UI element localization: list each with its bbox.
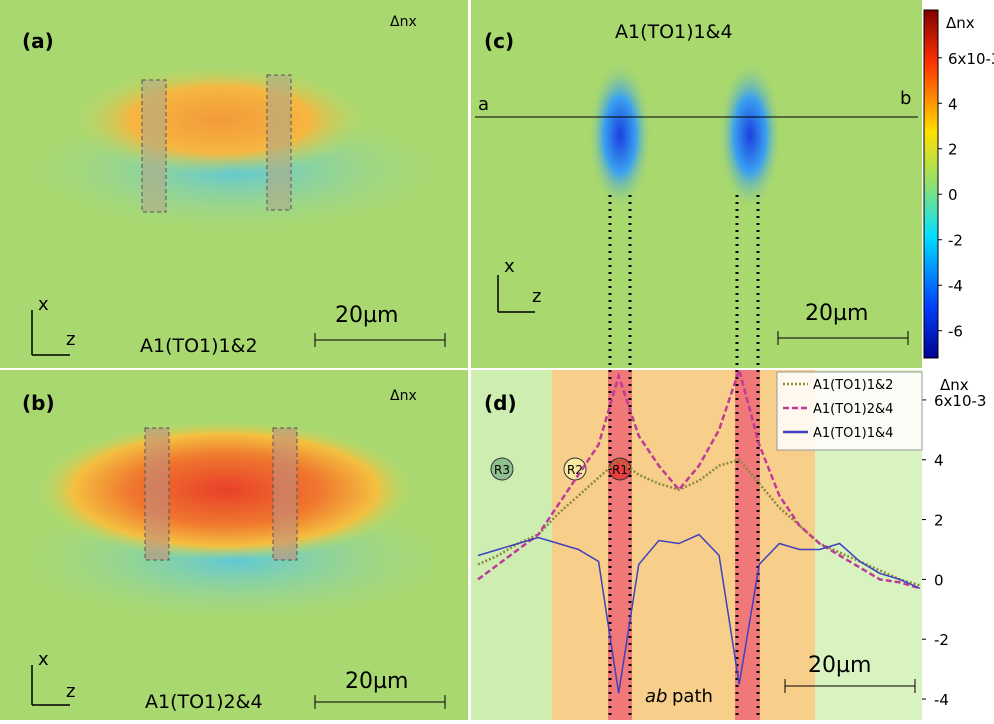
colorbar: Δnx — [923, 9, 975, 359]
region-label: R1 — [612, 463, 628, 477]
scale-bar — [314, 333, 446, 347]
panel-d: R3 R2 R1 (d) ab path 20µm Δnx — [470, 370, 994, 720]
panel-label: (b) — [22, 391, 55, 415]
path-label: ab — [645, 686, 667, 707]
legend-label: A1(TO1)1&4 — [813, 426, 893, 441]
legend-label: A1(TO1)2&4 — [813, 402, 893, 417]
panel-title: A1(TO1)1&2 — [140, 335, 258, 357]
axis-z: z — [66, 681, 75, 702]
y-axis-label: Δnx — [940, 376, 969, 394]
tick-label: -4 — [948, 277, 963, 295]
tick-label: 6x10-3 — [948, 50, 994, 68]
panel-label: (a) — [22, 29, 54, 53]
tick-label: -2 — [948, 232, 963, 250]
panel-title: A1(TO1)1&4 — [615, 21, 733, 43]
series-line — [477, 365, 921, 590]
series-line — [477, 533, 921, 694]
panel-title: A1(TO1)2&4 — [145, 691, 263, 713]
path-label: path — [672, 686, 713, 707]
tick-label: 2 — [948, 141, 958, 159]
y-tick-label: -2 — [934, 631, 949, 649]
scale-bar-label: 20µm — [805, 301, 868, 326]
scale-bar-label: 20µm — [345, 669, 408, 694]
axis-x: x — [38, 294, 49, 315]
tick-label: -6 — [948, 323, 963, 341]
tick-label: 4 — [948, 95, 958, 113]
axis-z: z — [532, 286, 541, 307]
line-end: b — [900, 88, 911, 109]
scale-bar-label: 20µm — [335, 303, 398, 328]
y-tick-label: 4 — [934, 452, 944, 470]
axis-x: x — [38, 649, 49, 670]
axis-x: x — [504, 256, 515, 277]
y-tick-label: 2 — [934, 512, 944, 530]
panel-label: (d) — [484, 391, 517, 415]
y-tick-label: 6x10-3 — [934, 392, 986, 410]
legend-label: A1(TO1)1&2 — [813, 378, 893, 393]
line-start: a — [478, 94, 489, 115]
scale-bar-label: 20µm — [808, 653, 871, 678]
panel-label: (c) — [484, 29, 514, 53]
quantity: Δnx — [390, 388, 417, 404]
y-tick-label: -4 — [934, 691, 949, 709]
panel-a: (a) Δnx A1(TO1)1&2 20µm x z — [0, 0, 468, 368]
axis-z: z — [66, 329, 75, 350]
quantity: Δnx — [390, 14, 417, 30]
region-label: R3 — [494, 463, 510, 477]
colorbar-label: Δnx — [946, 14, 975, 32]
panel-b: (b) Δnx A1(TO1)2&4 20µm x z — [0, 370, 468, 720]
region-label: R2 — [567, 463, 583, 477]
panel-c: a b (c) A1(TO1)1&4 20µm x z — [470, 0, 922, 368]
y-tick-label: 0 — [934, 571, 944, 589]
tick-label: 0 — [948, 186, 958, 204]
legend — [776, 371, 923, 451]
